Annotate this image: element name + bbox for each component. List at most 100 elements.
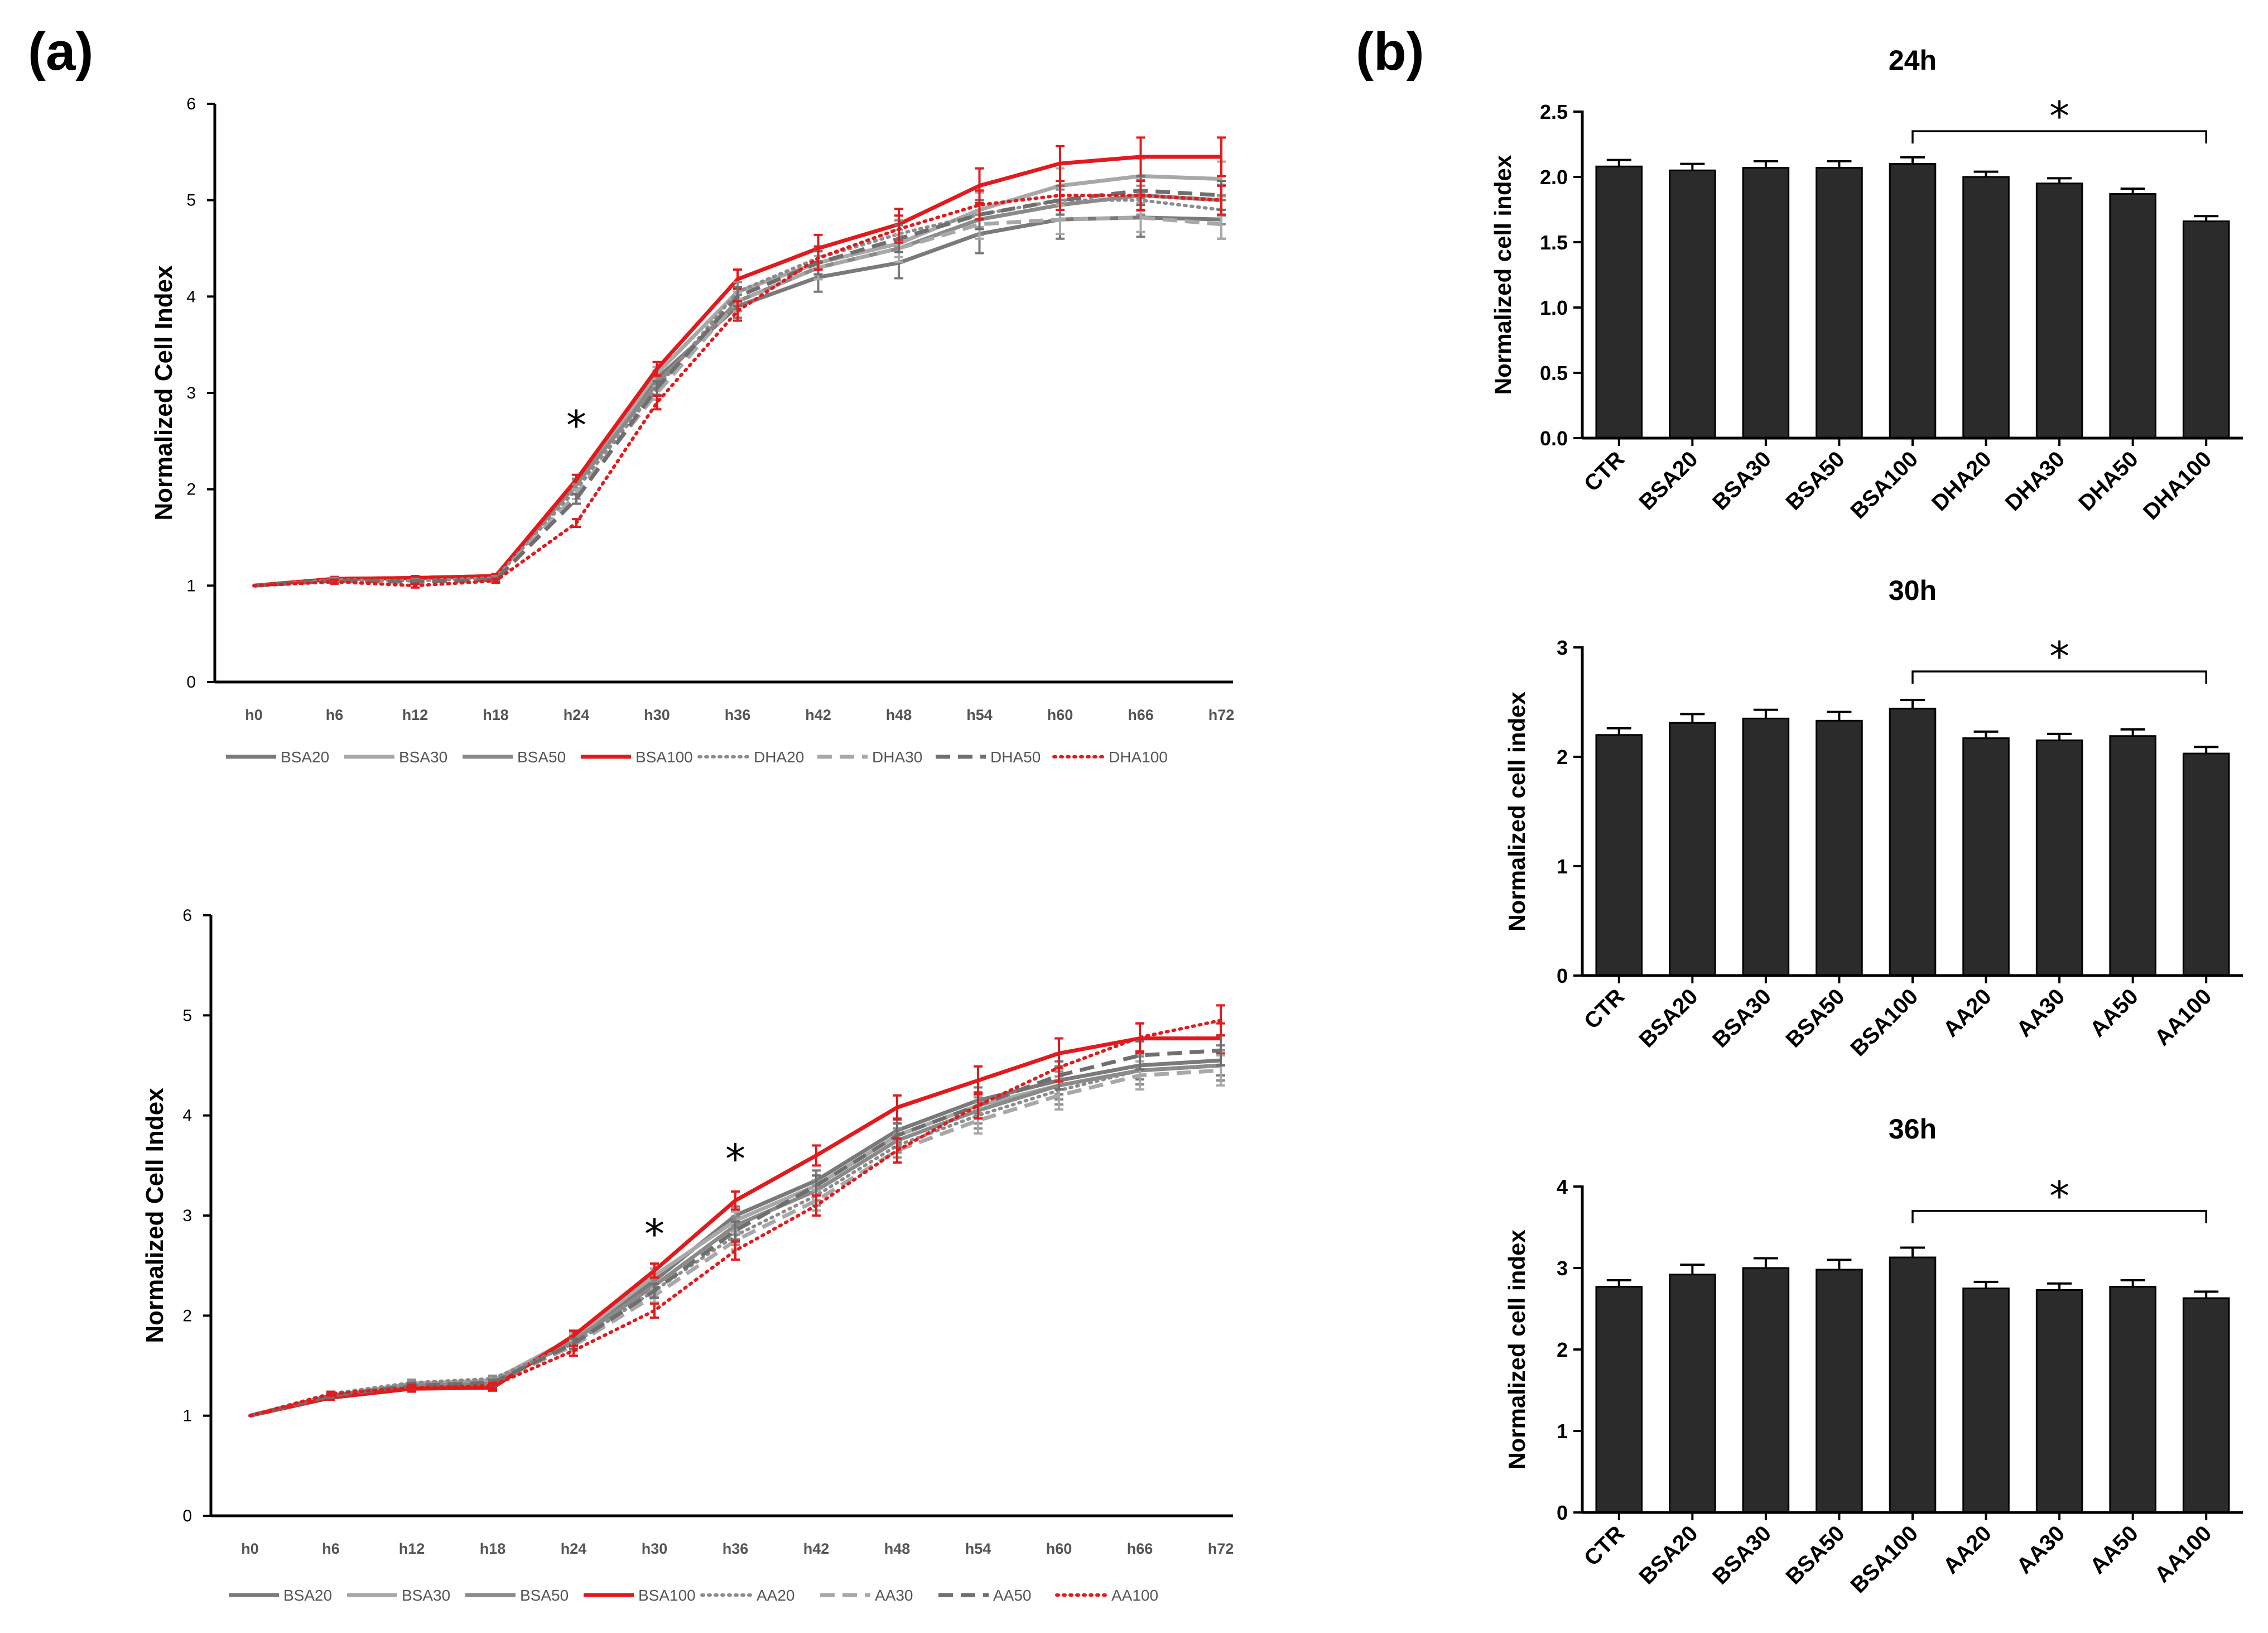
- bar: [1742, 167, 1790, 439]
- x-tick-label: h6: [322, 1540, 340, 1557]
- x-tick-label: h42: [805, 707, 831, 723]
- series-dha20: [252, 184, 1226, 588]
- series-aa20: [248, 1049, 1225, 1418]
- legend-label: BSA20: [281, 748, 329, 766]
- y-axis-label: Normalized cell index: [1504, 1229, 1530, 1469]
- x-tick-label: BSA30: [1708, 1521, 1776, 1589]
- significance-star: *: [644, 1211, 664, 1257]
- series-dha30: [253, 201, 1226, 588]
- y-axis-label: Normalized Cell Index: [141, 1088, 168, 1343]
- y-axis-label: Normalized cell index: [1504, 691, 1530, 931]
- chart-title: 36h: [1889, 1113, 1937, 1145]
- x-tick-label: h66: [1128, 707, 1154, 723]
- series-bsa30: [249, 1049, 1225, 1418]
- legend-label: BSA30: [399, 748, 447, 766]
- x-tick-label: h72: [1208, 1540, 1234, 1557]
- x-tick-label: BSA100: [1846, 1521, 1923, 1598]
- x-tick-label: BSA50: [1781, 984, 1850, 1052]
- series-line: [253, 155, 1221, 588]
- bar: [1669, 169, 1716, 439]
- x-tick-label: h66: [1127, 1540, 1153, 1557]
- y-tick-label: 0.0: [1540, 427, 1568, 450]
- y-tick-label: 4: [1557, 1175, 1568, 1198]
- y-tick-label: 3: [1557, 1257, 1568, 1280]
- significance-star: *: [2049, 633, 2069, 680]
- legend-label: BSA30: [402, 1587, 450, 1604]
- x-tick-label: AA100: [2150, 1521, 2216, 1587]
- series-bsa100: [253, 136, 1226, 588]
- significance-bracket: [1911, 670, 2207, 684]
- x-tick-label: h42: [803, 1540, 830, 1557]
- y-tick-label: 1: [182, 1407, 192, 1425]
- x-tick-label: h18: [483, 707, 509, 723]
- x-tick-label: h60: [1046, 1540, 1072, 1557]
- x-tick-label: BSA100: [1846, 446, 1923, 523]
- x-tick-label: h0: [245, 707, 263, 723]
- series-bsa50: [253, 179, 1226, 588]
- significance-star: *: [2049, 93, 2069, 140]
- y-tick-label: 5: [186, 191, 196, 210]
- y-axis-label: Normalized Cell Index: [150, 265, 177, 521]
- series-line: [253, 193, 1222, 588]
- y-tick-label: 2.0: [1540, 166, 1568, 189]
- x-tick-label: AA50: [2086, 984, 2143, 1041]
- bar: [2182, 752, 2230, 977]
- series-line: [252, 198, 1223, 588]
- legend-label: DHA20: [754, 748, 804, 766]
- legend-label: DHA50: [990, 748, 1041, 766]
- bar: [2182, 220, 2230, 439]
- y-tick-label: 6: [186, 95, 196, 113]
- bar: [2109, 1286, 2156, 1514]
- y-tick-label: 2.5: [1540, 100, 1568, 123]
- series-line: [253, 188, 1222, 588]
- bar: [2035, 182, 2083, 439]
- y-tick-label: 2: [1557, 746, 1568, 769]
- x-tick-label: AA50: [2086, 1521, 2143, 1578]
- x-tick-label: h0: [241, 1540, 259, 1557]
- legend-label: DHA100: [1109, 748, 1168, 766]
- x-tick-label: BSA20: [1634, 446, 1702, 515]
- series-dha100: [252, 180, 1226, 589]
- bar: [1742, 717, 1790, 977]
- x-tick-label: h54: [966, 707, 993, 723]
- series-line: [253, 174, 1222, 588]
- bar: [1595, 1286, 1643, 1514]
- legend-label: DHA30: [872, 748, 922, 766]
- bar: [1669, 722, 1716, 977]
- y-tick-label: 0.5: [1540, 362, 1568, 385]
- legend-label: AA20: [757, 1587, 795, 1604]
- y-tick-label: 2: [186, 481, 196, 499]
- significance-star: *: [725, 1135, 745, 1182]
- legend-label: AA30: [875, 1587, 913, 1604]
- x-tick-label: h36: [723, 1540, 749, 1557]
- y-tick-label: 5: [182, 1006, 192, 1025]
- bar: [2109, 193, 2156, 439]
- x-tick-label: AA20: [1938, 984, 1996, 1041]
- bar: [2035, 1289, 2083, 1514]
- x-tick-label: DHA50: [2074, 446, 2143, 516]
- y-tick-label: 0: [1557, 1501, 1568, 1524]
- bar: [1816, 719, 1863, 977]
- legend-label: BSA50: [517, 748, 566, 766]
- bar: [2035, 739, 2083, 977]
- legend-label: BSA100: [638, 1587, 696, 1604]
- bar: [1889, 708, 1937, 977]
- y-tick-label: 4: [186, 287, 196, 306]
- bar-chart-24h: 24h 0.0 0.5 1.0 1.5 2.0 2.5 CTR BSA20 BSA30 BSA50B…: [1490, 45, 2243, 525]
- bar: [1595, 165, 1643, 439]
- legend-label: BSA100: [635, 748, 693, 766]
- x-tick-label: BSA20: [1634, 984, 1702, 1052]
- x-tick-label: h24: [561, 1540, 587, 1557]
- x-tick-label: h18: [480, 1540, 506, 1557]
- y-tick-label: 1.0: [1540, 296, 1568, 319]
- chart-title: 30h: [1889, 575, 1937, 606]
- bar: [2182, 1297, 2230, 1514]
- x-tick-label: BSA50: [1781, 446, 1850, 515]
- y-tick-label: 2: [182, 1307, 192, 1325]
- y-tick-label: 4: [182, 1107, 192, 1125]
- series-bsa30: [253, 157, 1226, 588]
- chart-title: 24h: [1889, 45, 1937, 76]
- bar: [1962, 1288, 2010, 1514]
- significance-star: *: [566, 402, 586, 449]
- x-tick-label: h48: [884, 1540, 911, 1557]
